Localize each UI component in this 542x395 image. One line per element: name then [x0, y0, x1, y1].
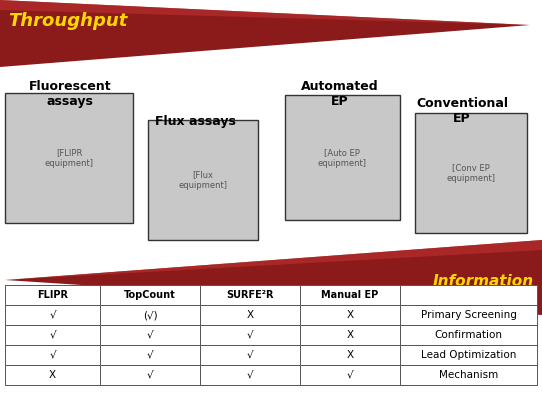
Text: SURFE²R: SURFE²R	[226, 290, 274, 300]
Text: √: √	[147, 330, 153, 340]
Text: Confirmation: Confirmation	[435, 330, 502, 340]
Text: X: X	[49, 370, 56, 380]
Bar	[400, 285, 537, 305]
Bar	[400, 305, 537, 325]
Text: [FLIPR
equipment]: [FLIPR equipment]	[44, 148, 94, 168]
Bar	[300, 305, 400, 325]
Bar	[5, 365, 100, 385]
Text: Mechanism: Mechanism	[439, 370, 498, 380]
Bar	[100, 365, 200, 385]
Bar	[400, 365, 537, 385]
Bar	[200, 365, 300, 385]
Text: Conventional
EP: Conventional EP	[416, 97, 508, 125]
Text: Flux assays: Flux assays	[154, 115, 235, 128]
Bar	[100, 285, 200, 305]
Polygon shape	[0, 0, 530, 25]
Text: √: √	[247, 330, 253, 340]
Bar	[400, 325, 537, 345]
Bar	[400, 345, 537, 365]
Bar	[200, 325, 300, 345]
Bar	[200, 345, 300, 365]
Text: X: X	[247, 310, 254, 320]
Text: √: √	[49, 330, 56, 340]
Text: [Auto EP
equipment]: [Auto EP equipment]	[318, 148, 366, 168]
Text: √: √	[49, 350, 56, 360]
Bar	[200, 285, 300, 305]
Text: TopCount: TopCount	[124, 290, 176, 300]
Text: [Flux
equipment]: [Flux equipment]	[178, 170, 228, 190]
Text: √: √	[347, 370, 353, 380]
Polygon shape	[0, 0, 530, 67]
Text: √: √	[147, 350, 153, 360]
Bar	[100, 305, 200, 325]
Text: Fluorescent
assays: Fluorescent assays	[29, 80, 111, 108]
Text: Automated
EP: Automated EP	[301, 80, 379, 108]
Bar	[100, 325, 200, 345]
Bar	[200, 305, 300, 325]
Text: Manual EP: Manual EP	[321, 290, 379, 300]
Text: FLIPR: FLIPR	[37, 290, 68, 300]
Bar	[285, 95, 400, 220]
Text: √: √	[147, 370, 153, 380]
Text: Throughput: Throughput	[8, 12, 127, 30]
Bar	[300, 285, 400, 305]
Bar	[5, 325, 100, 345]
Text: X: X	[346, 350, 353, 360]
Bar	[300, 325, 400, 345]
Bar	[148, 120, 258, 240]
Text: X: X	[346, 330, 353, 340]
Text: X: X	[346, 310, 353, 320]
Text: Information
Content: Information Content	[433, 274, 534, 306]
Bar	[100, 345, 200, 365]
Bar	[300, 365, 400, 385]
Bar	[5, 93, 133, 223]
Text: √: √	[247, 370, 253, 380]
Polygon shape	[5, 240, 542, 315]
Text: √: √	[247, 350, 253, 360]
Text: Lead Optimization: Lead Optimization	[421, 350, 516, 360]
Bar	[300, 345, 400, 365]
Text: (√): (√)	[143, 310, 157, 320]
Bar	[5, 345, 100, 365]
Bar	[5, 305, 100, 325]
Text: [Conv EP
equipment]: [Conv EP equipment]	[447, 163, 495, 183]
Bar	[415, 113, 527, 233]
Text: Primary Screening: Primary Screening	[421, 310, 517, 320]
Text: √: √	[49, 310, 56, 320]
Bar	[5, 285, 100, 305]
Polygon shape	[5, 240, 542, 280]
